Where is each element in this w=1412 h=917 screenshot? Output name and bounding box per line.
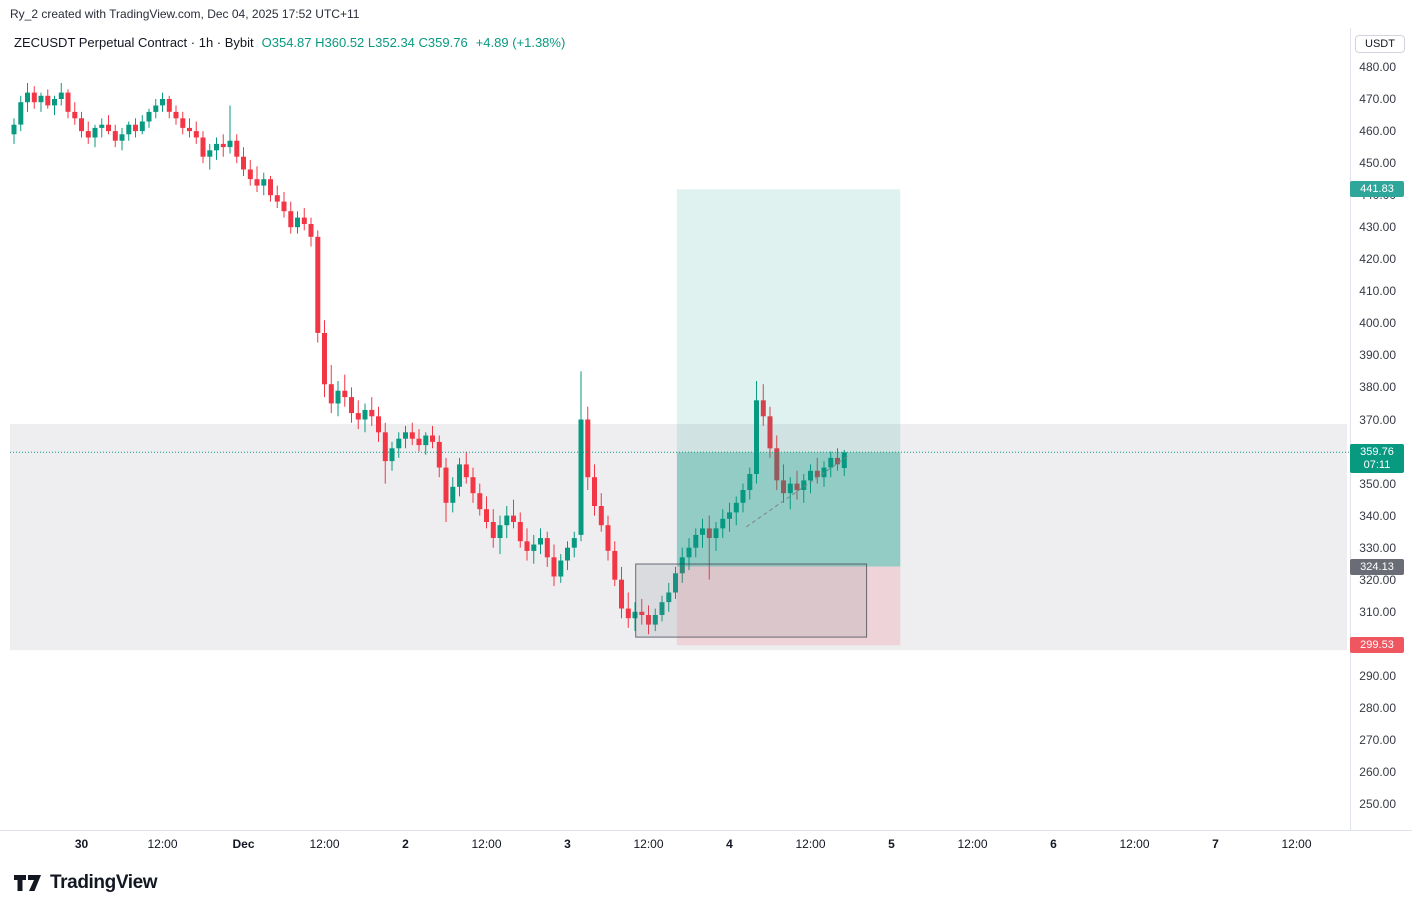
target-price-label[interactable]: 441.83: [1350, 181, 1404, 198]
gray-price-band[interactable]: [10, 424, 1347, 651]
price-tick: 270.00: [1359, 732, 1396, 747]
price-tick: 260.00: [1359, 765, 1396, 779]
price-tick: 400.00: [1359, 316, 1396, 331]
price-tick: 310.00: [1359, 604, 1396, 619]
symbol-legend[interactable]: ZECUSDT Perpetual Contract · 1h · Bybit …: [14, 35, 565, 50]
symbol-title[interactable]: ZECUSDT Perpetual Contract · 1h · Bybit: [14, 35, 254, 50]
ohlc-l: L352.34: [367, 35, 415, 50]
time-tick: 3: [564, 837, 571, 851]
time-axis-separator: [0, 830, 1412, 831]
price-tick: 390.00: [1359, 348, 1396, 363]
change-value: +4.89 (+1.38%): [475, 35, 566, 50]
rectangle-drawing[interactable]: [635, 563, 868, 638]
time-tick: 5: [888, 837, 895, 851]
time-tick: 30: [74, 837, 89, 851]
time-tick: 6: [1050, 837, 1057, 851]
watermark-text: Ry_2 created with TradingView.com, Dec 0…: [10, 7, 360, 21]
time-tick: 12:00: [633, 837, 664, 851]
price-tick: 340.00: [1359, 508, 1396, 523]
time-tick: 2: [402, 837, 409, 851]
price-tick: 350.00: [1359, 476, 1396, 491]
price-tick: 330.00: [1359, 540, 1396, 555]
currency-toggle-usdt[interactable]: USDT: [1355, 35, 1405, 53]
tradingview-logo-icon: [14, 875, 41, 891]
time-tick: Dec: [232, 837, 255, 851]
price-tick: 470.00: [1359, 92, 1396, 106]
price-axis-separator: [1350, 28, 1351, 830]
price-tick: 290.00: [1359, 668, 1396, 683]
tradingview-logo[interactable]: TradingView: [13, 872, 158, 894]
price-tick: 380.00: [1359, 380, 1396, 395]
time-tick: 7: [1212, 837, 1219, 851]
time-tick: 12:00: [957, 837, 988, 851]
tradingview-logo-text: TradingView: [50, 872, 158, 893]
price-tick: 320.00: [1359, 572, 1396, 587]
price-tick: 450.00: [1359, 156, 1396, 171]
price-tick: 370.00: [1359, 412, 1396, 427]
price-tick: 410.00: [1359, 284, 1396, 299]
time-tick: 12:00: [1119, 837, 1150, 851]
last-price-label[interactable]: 359.76 07:11: [1350, 444, 1404, 474]
time-tick: 12:00: [309, 837, 340, 851]
ohlc-c: C359.76: [418, 35, 468, 50]
candles[interactable]: [11, 83, 847, 635]
ohlc-values: O354.87 H360.52 L352.34 C359.76: [262, 35, 468, 50]
countdown: 07:11: [1363, 459, 1391, 472]
price-tick: 460.00: [1359, 124, 1396, 139]
entry-price-label[interactable]: 324.13: [1350, 558, 1404, 575]
price-tick: 430.00: [1359, 220, 1396, 235]
price-tick: 420.00: [1359, 252, 1396, 267]
time-tick: 12:00: [471, 837, 502, 851]
long-position-tool[interactable]: [676, 189, 901, 646]
price-tick: 250.00: [1359, 797, 1396, 811]
stop-price-label[interactable]: 299.53: [1350, 637, 1404, 654]
time-tick: 12:00: [147, 837, 178, 851]
time-tick: 12:00: [1281, 837, 1312, 851]
time-tick: 4: [726, 837, 733, 851]
ohlc-o: O354.87: [261, 35, 312, 50]
price-tick: 280.00: [1359, 700, 1396, 715]
ohlc-h: H360.52: [315, 35, 365, 50]
time-tick: 12:00: [795, 837, 826, 851]
price-tick: 480.00: [1359, 60, 1396, 74]
